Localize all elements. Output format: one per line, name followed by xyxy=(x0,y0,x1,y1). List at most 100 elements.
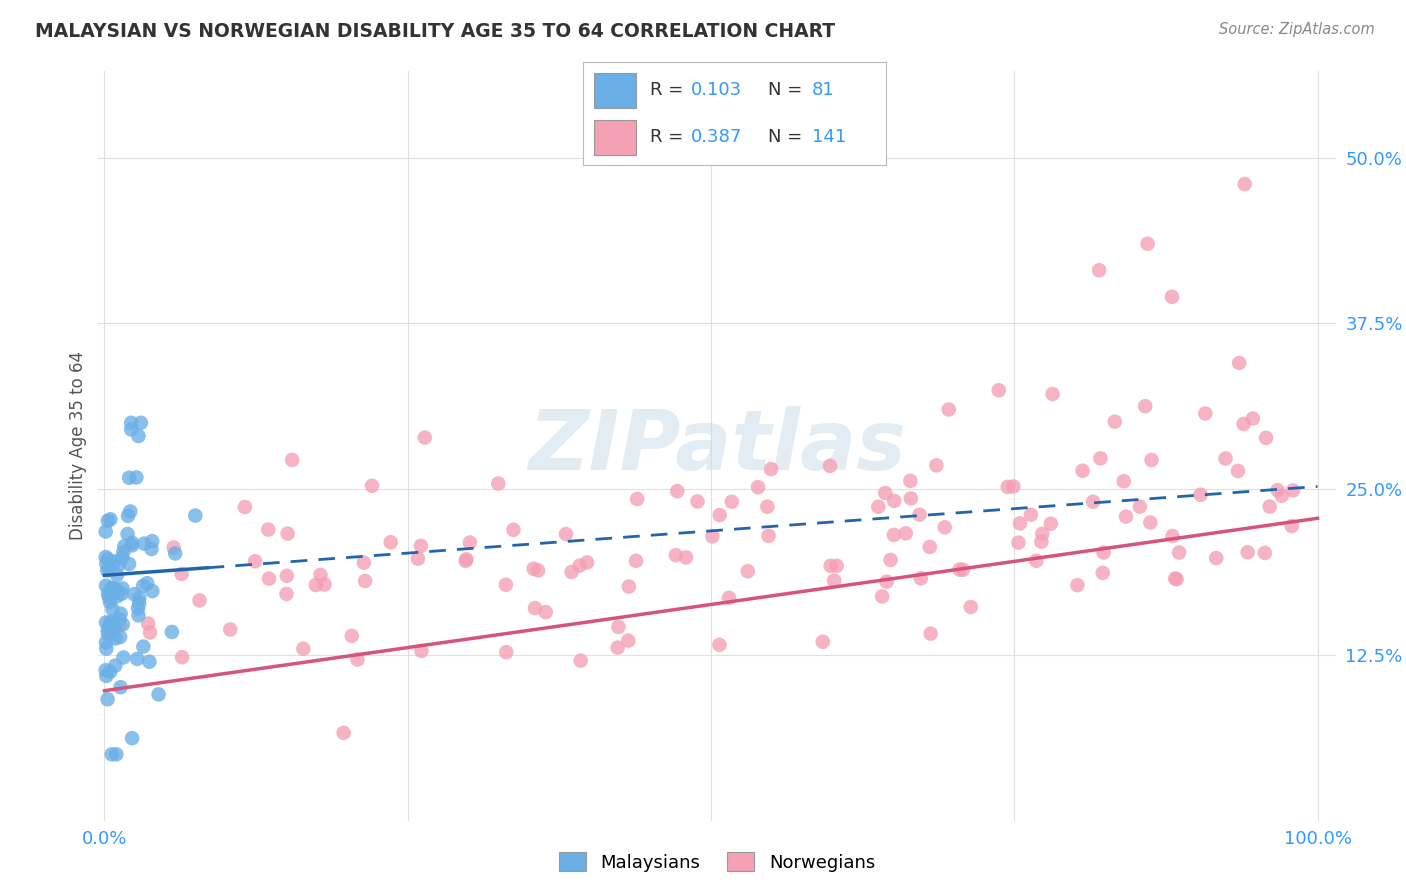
Point xyxy=(524,601,547,615)
Point xyxy=(1233,177,1256,191)
Point xyxy=(121,538,143,552)
Point xyxy=(900,491,922,506)
Point xyxy=(1092,545,1115,559)
Point xyxy=(97,514,120,528)
Point xyxy=(105,567,128,582)
Point xyxy=(243,554,266,568)
Point xyxy=(925,458,948,473)
Point xyxy=(117,527,139,541)
Point xyxy=(720,495,742,509)
Point xyxy=(686,494,709,508)
Point xyxy=(1241,411,1264,425)
Point xyxy=(96,669,118,683)
Point xyxy=(134,536,156,550)
Point xyxy=(918,540,941,554)
Point xyxy=(987,384,1010,398)
Point xyxy=(502,523,524,537)
Point xyxy=(1019,508,1042,522)
Point xyxy=(495,645,517,659)
Point xyxy=(94,663,117,677)
Text: 0.103: 0.103 xyxy=(690,81,742,99)
Point xyxy=(820,558,842,573)
Point xyxy=(495,578,517,592)
Point xyxy=(117,508,139,523)
Point xyxy=(665,548,688,562)
Point xyxy=(148,687,170,701)
Point xyxy=(883,494,905,508)
Point xyxy=(576,555,599,569)
Point xyxy=(276,587,298,601)
Text: N =: N = xyxy=(768,81,808,99)
Point xyxy=(1161,529,1184,543)
Point xyxy=(1226,464,1249,478)
Point xyxy=(98,618,121,632)
Point xyxy=(121,731,143,746)
Point xyxy=(1205,551,1227,566)
Point xyxy=(100,512,122,526)
Point xyxy=(818,458,841,473)
Point xyxy=(758,529,780,543)
Point xyxy=(314,577,336,591)
Point xyxy=(1281,519,1303,533)
Point xyxy=(100,615,122,629)
Point xyxy=(104,632,127,646)
Point xyxy=(737,564,759,578)
Point xyxy=(112,545,135,559)
Point xyxy=(823,574,845,588)
Point xyxy=(96,641,118,656)
Point xyxy=(128,591,150,605)
Point xyxy=(1115,509,1137,524)
Point xyxy=(101,581,124,595)
Point xyxy=(138,655,160,669)
Point xyxy=(100,627,122,641)
Point xyxy=(1166,572,1188,586)
Point xyxy=(277,526,299,541)
Point xyxy=(709,508,731,522)
Point xyxy=(101,602,124,616)
Point xyxy=(112,650,135,665)
Point xyxy=(868,500,890,514)
Point xyxy=(1267,483,1289,497)
Point xyxy=(108,558,131,572)
Point xyxy=(568,558,591,573)
Point xyxy=(811,634,834,648)
Point xyxy=(112,539,135,553)
Point xyxy=(98,595,121,609)
Point xyxy=(948,563,970,577)
Point xyxy=(1104,415,1126,429)
Point xyxy=(1031,526,1053,541)
Text: 81: 81 xyxy=(811,81,835,99)
Point xyxy=(97,623,120,637)
Point xyxy=(276,568,298,582)
Point xyxy=(675,550,697,565)
Point xyxy=(1025,554,1047,568)
Point xyxy=(534,605,557,619)
Point xyxy=(104,658,127,673)
Point xyxy=(1091,566,1114,580)
Point xyxy=(110,680,132,694)
Point xyxy=(184,508,207,523)
Point xyxy=(105,589,128,603)
Point xyxy=(139,625,162,640)
Point xyxy=(94,615,117,630)
Point xyxy=(309,568,332,582)
Text: N =: N = xyxy=(768,128,808,146)
Point xyxy=(1164,572,1187,586)
Text: R =: R = xyxy=(650,81,689,99)
Point xyxy=(118,471,141,485)
Point xyxy=(1042,387,1064,401)
Point xyxy=(1066,578,1088,592)
Point xyxy=(1254,431,1277,445)
Point xyxy=(96,692,118,706)
Point xyxy=(105,747,128,762)
Text: 0.387: 0.387 xyxy=(690,128,742,146)
Point xyxy=(898,474,921,488)
Point xyxy=(257,523,280,537)
Point xyxy=(756,500,779,514)
Point xyxy=(1088,263,1111,277)
Point xyxy=(170,566,193,581)
Point xyxy=(111,587,134,601)
Point xyxy=(361,479,384,493)
Point xyxy=(136,616,159,631)
Point xyxy=(1135,399,1157,413)
